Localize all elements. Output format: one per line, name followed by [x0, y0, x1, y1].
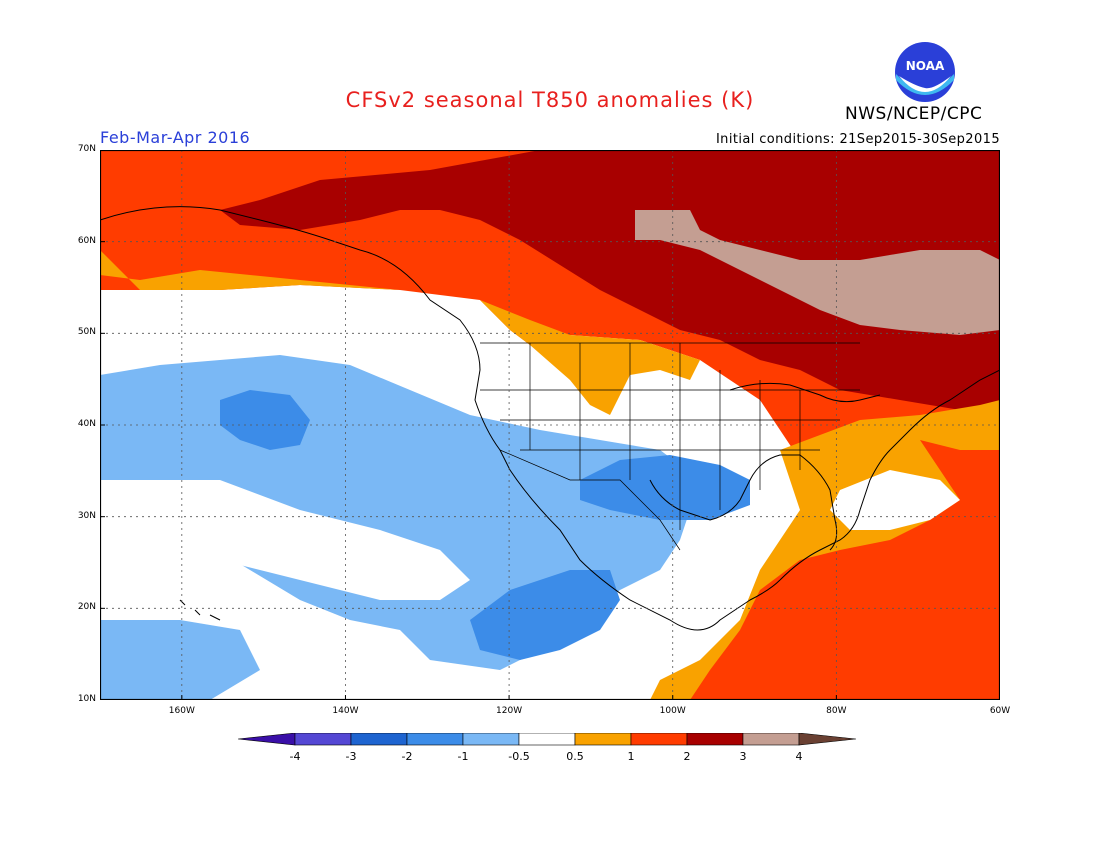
coastlines: [100, 206, 1000, 631]
colorbar-bin: [518, 733, 576, 746]
lat-label: 60N: [77, 235, 96, 246]
initial-conditions-label: Initial conditions: 21Sep2015-30Sep2015: [715, 132, 1000, 147]
colorbar-label: -3: [345, 750, 357, 763]
colorbar-bin: [462, 733, 520, 746]
lat-label: 10N: [77, 694, 96, 704]
colorbar-label: 4: [795, 750, 803, 763]
cool-0.5to1-southwest: [100, 620, 260, 700]
anomaly-map: [100, 150, 1000, 700]
cool-1to2-southern-plains: [580, 455, 750, 520]
noaa-logo-text: NOAA: [906, 59, 945, 73]
colorbar-label: -1: [457, 750, 469, 763]
borders: [480, 342, 860, 551]
lat-label: 40N: [77, 419, 96, 429]
colorbar-label: 1: [627, 750, 635, 763]
cool-1to2-mexico: [470, 570, 620, 660]
neutral-atlantic-cutout: [830, 470, 960, 530]
colorbar-label: -0.5: [508, 750, 530, 763]
colorbar-bin: [742, 733, 800, 746]
season-label: Feb-Mar-Apr 2016: [100, 128, 251, 147]
lon-label: 140W: [332, 706, 359, 716]
colorbar-bin: [574, 733, 632, 746]
colorbar-high-arrow: [798, 733, 857, 746]
colorbar-bin: [406, 733, 464, 746]
lat-label: 50N: [77, 327, 96, 338]
lon-label: 80W: [826, 706, 847, 716]
colorbar-label: 0.5: [566, 750, 584, 763]
colorbar-bin: [630, 733, 688, 746]
neutral-pacific-cutout: [100, 480, 470, 600]
lat-label: 70N: [77, 144, 96, 154]
colorbar-label: 3: [739, 750, 747, 763]
agency-label: NWS/NCEP/CPC: [845, 104, 983, 124]
colorbar-bin: [686, 733, 744, 746]
axis-ticks: [100, 150, 1000, 700]
lat-label: 30N: [77, 510, 96, 521]
colorbar-bin: [350, 733, 408, 746]
lon-label: 160W: [168, 706, 195, 716]
lon-label: 60W: [989, 706, 1011, 716]
cool-1to2-pacific: [220, 390, 310, 450]
warm-2to3-north: [220, 150, 1000, 420]
colorbar-label: -2: [401, 750, 413, 763]
map-title: CFSv2 seasonal T850 anomalies (K): [345, 88, 755, 112]
colorbar-low-arrow: [238, 733, 296, 746]
lon-label: 100W: [659, 706, 686, 716]
colorbar-label: -4: [289, 750, 301, 763]
colorbar-bin: [294, 733, 352, 746]
warm-1to2-east: [690, 440, 1000, 700]
lon-label: 120W: [496, 706, 523, 716]
colorbar-label: 2: [683, 750, 691, 763]
noaa-logo: NOAA: [895, 42, 955, 102]
lat-label: 20N: [77, 602, 96, 613]
lat-lon-grid: [100, 150, 1000, 700]
colorbar: [238, 733, 857, 746]
warm-gt3-canada: [635, 210, 1000, 335]
